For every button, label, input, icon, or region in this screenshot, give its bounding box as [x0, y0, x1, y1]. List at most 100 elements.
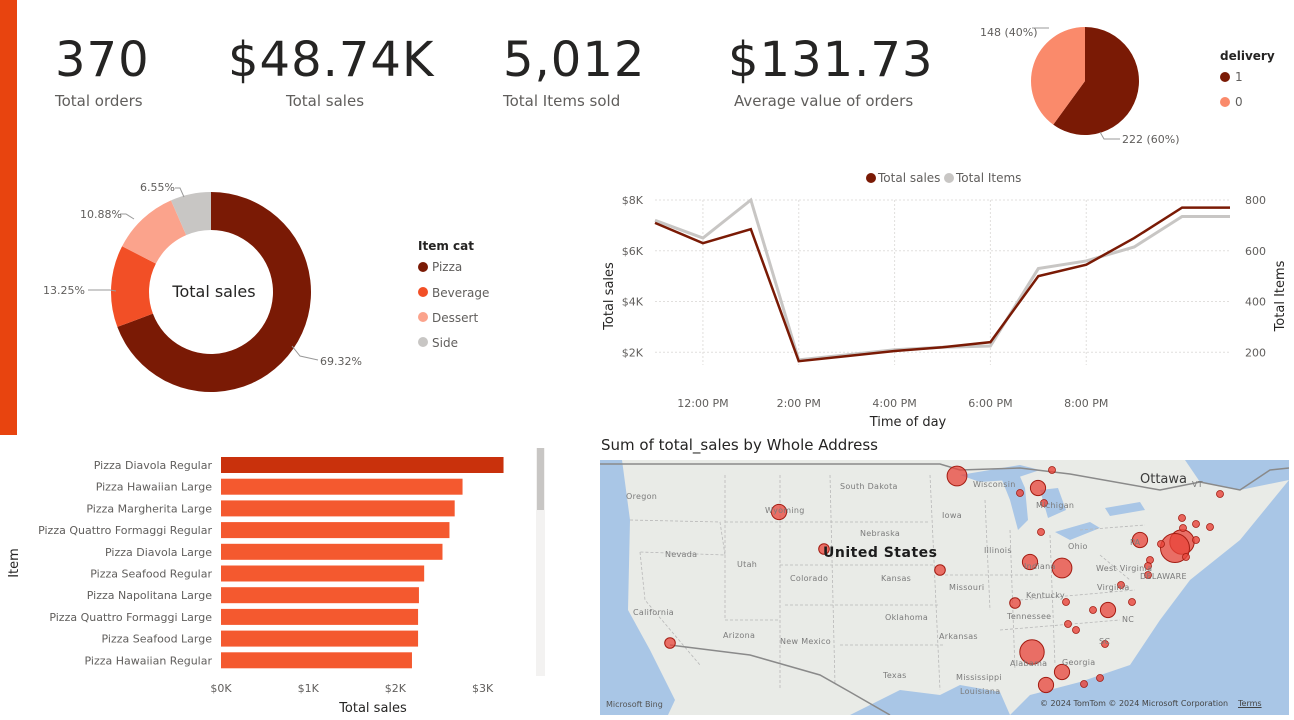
legend-item-0[interactable]: 0: [1220, 95, 1243, 109]
map-bubble-michigan[interactable]: [1029, 479, 1047, 497]
bar-category-label: Pizza Napolitana Large: [87, 589, 212, 602]
map-terms-link[interactable]: Terms: [1238, 699, 1262, 708]
map-bubble[interactable]: [1096, 674, 1104, 682]
map-bubble-wyoming[interactable]: [770, 503, 788, 521]
map-bubble[interactable]: [1192, 520, 1200, 528]
map-bubble-ohio[interactable]: [1051, 557, 1073, 579]
state-label: Wyoming: [765, 506, 805, 515]
map-bubble[interactable]: [1178, 514, 1186, 522]
donut-slice-side[interactable]: [170, 192, 211, 236]
map-bubble-louisiana[interactable]: [1037, 676, 1055, 694]
map-bubble-tennessee[interactable]: [1009, 597, 1021, 609]
bar[interactable]: [221, 457, 504, 473]
atlantic-ocean: [1010, 480, 1289, 715]
map-bubble[interactable]: [1062, 598, 1070, 606]
bar[interactable]: [221, 630, 419, 647]
map-bubble[interactable]: [1117, 581, 1125, 589]
map-bubble[interactable]: [1144, 571, 1152, 579]
map-bubble[interactable]: [1016, 489, 1024, 497]
x-tick-label: $0K: [210, 682, 232, 695]
map-visual[interactable]: Oregon Wyoming South Dakota Nebraska Nev…: [600, 460, 1289, 715]
map-bubble-georgia[interactable]: [1053, 663, 1071, 681]
bar[interactable]: [221, 608, 419, 625]
map-bubble[interactable]: [1089, 606, 1097, 614]
map-bubble-colorado[interactable]: [818, 543, 830, 555]
legend-item-1[interactable]: 1: [1220, 70, 1243, 84]
scrollbar-thumb[interactable]: [537, 448, 544, 510]
delivery-pie[interactable]: [1031, 27, 1139, 135]
state-label: Virginia: [1097, 583, 1130, 592]
lake-ontario: [1105, 502, 1145, 516]
map-bubble[interactable]: [1101, 640, 1109, 648]
legend-item-pizza[interactable]: Pizza: [418, 260, 462, 274]
legend-marker: [1220, 97, 1230, 107]
series-line-total-sales[interactable]: [654, 206, 1230, 363]
bar[interactable]: [221, 587, 419, 604]
map-bubble[interactable]: [1192, 536, 1200, 544]
map-bubble-california[interactable]: [664, 637, 676, 649]
kpi-total-sales[interactable]: $48.74K Total sales: [228, 30, 434, 110]
donut-leader-line: [291, 345, 319, 361]
line-legend: Total sales Total Items: [866, 171, 1021, 185]
map-bubble[interactable]: [1206, 523, 1214, 531]
map-bubble[interactable]: [1064, 620, 1072, 628]
donut-slice-dessert[interactable]: [122, 200, 187, 264]
bar[interactable]: [221, 652, 412, 669]
kpi-total-orders[interactable]: 370 Total orders: [55, 30, 150, 110]
donut[interactable]: [110, 192, 311, 393]
map-bubble-alabama[interactable]: [1019, 639, 1045, 665]
map-bubble[interactable]: [1040, 499, 1048, 507]
item-category-donut-chart[interactable]: Total sales 69.32% 13.25% 10.88% 6.55% I…: [30, 170, 530, 410]
bar[interactable]: [221, 500, 455, 517]
kpi-average-order-value[interactable]: $131.73 Average value of orders: [728, 30, 934, 110]
bar-category-label: Pizza Diavola Regular: [94, 459, 213, 472]
state-label: Tennessee: [1007, 612, 1052, 621]
pie-slice-1[interactable]: [1053, 27, 1139, 135]
donut-slice-beverage[interactable]: [110, 246, 156, 327]
legend-item-total-sales[interactable]: Total sales: [866, 171, 940, 185]
map-bubble-pa[interactable]: [1131, 531, 1149, 549]
bar[interactable]: [221, 478, 463, 495]
bar[interactable]: [221, 543, 443, 560]
state-label: Illinois: [984, 546, 1012, 555]
map-bubble-kansas[interactable]: [934, 564, 946, 576]
map-bubble[interactable]: [1179, 524, 1187, 532]
kpi-total-items[interactable]: 5,012 Total Items sold: [503, 30, 645, 110]
map-bubble-nc[interactable]: [1099, 601, 1117, 619]
scrollbar-track[interactable]: [536, 448, 545, 676]
legend-item-side[interactable]: Side: [418, 336, 458, 350]
y-tick-label: $2K: [622, 346, 644, 359]
map-bubble[interactable]: [1072, 626, 1080, 634]
map-bubble[interactable]: [1037, 528, 1045, 536]
map-bubble-wisconsin[interactable]: [946, 465, 968, 487]
pie-slice-0[interactable]: [1031, 27, 1085, 125]
state-label: Michigan: [1036, 501, 1075, 510]
x-axis-ticks: $0K $1K $2K $3K: [210, 682, 494, 695]
map-bubble-indiana[interactable]: [1021, 553, 1039, 571]
x-tick-label: 8:00 PM: [1064, 397, 1108, 410]
map-bubble[interactable]: [1144, 562, 1152, 570]
map-bubble[interactable]: [1157, 540, 1165, 548]
sales-by-time-line-chart[interactable]: Total sales Total Items $2K $4K $6K $8K 200…: [595, 160, 1290, 435]
map-bubble-nj[interactable]: [1160, 533, 1190, 563]
legend-item-dessert[interactable]: Dessert: [418, 311, 478, 325]
pacific-ocean: [600, 460, 675, 715]
bar[interactable]: [221, 565, 425, 582]
legend-item-beverage[interactable]: Beverage: [418, 286, 489, 300]
state-label: Arizona: [723, 631, 756, 640]
map-bubble[interactable]: [1182, 553, 1190, 561]
bar[interactable]: [221, 522, 450, 539]
map-bubble[interactable]: [1128, 598, 1136, 606]
donut-slice-pizza[interactable]: [117, 192, 311, 393]
state-label: Kentucky: [1026, 591, 1065, 600]
map-bubble[interactable]: [1080, 680, 1088, 688]
y-tick-label: $8K: [622, 194, 644, 207]
accent-strip: [0, 0, 17, 435]
series-line-total-items[interactable]: [654, 197, 1230, 362]
state-label: West Virginia: [1096, 564, 1153, 573]
legend-item-total-items[interactable]: Total Items: [944, 171, 1021, 185]
delivery-pie-chart[interactable]: 148 (40%) 222 (60%) delivery 1 0: [970, 15, 1290, 160]
top-items-bar-chart[interactable]: Item Pizza Diavola Regular Pizza Hawaiian…: [0, 440, 560, 720]
map-bubble[interactable]: [1048, 466, 1056, 474]
map-bubble[interactable]: [1216, 490, 1224, 498]
